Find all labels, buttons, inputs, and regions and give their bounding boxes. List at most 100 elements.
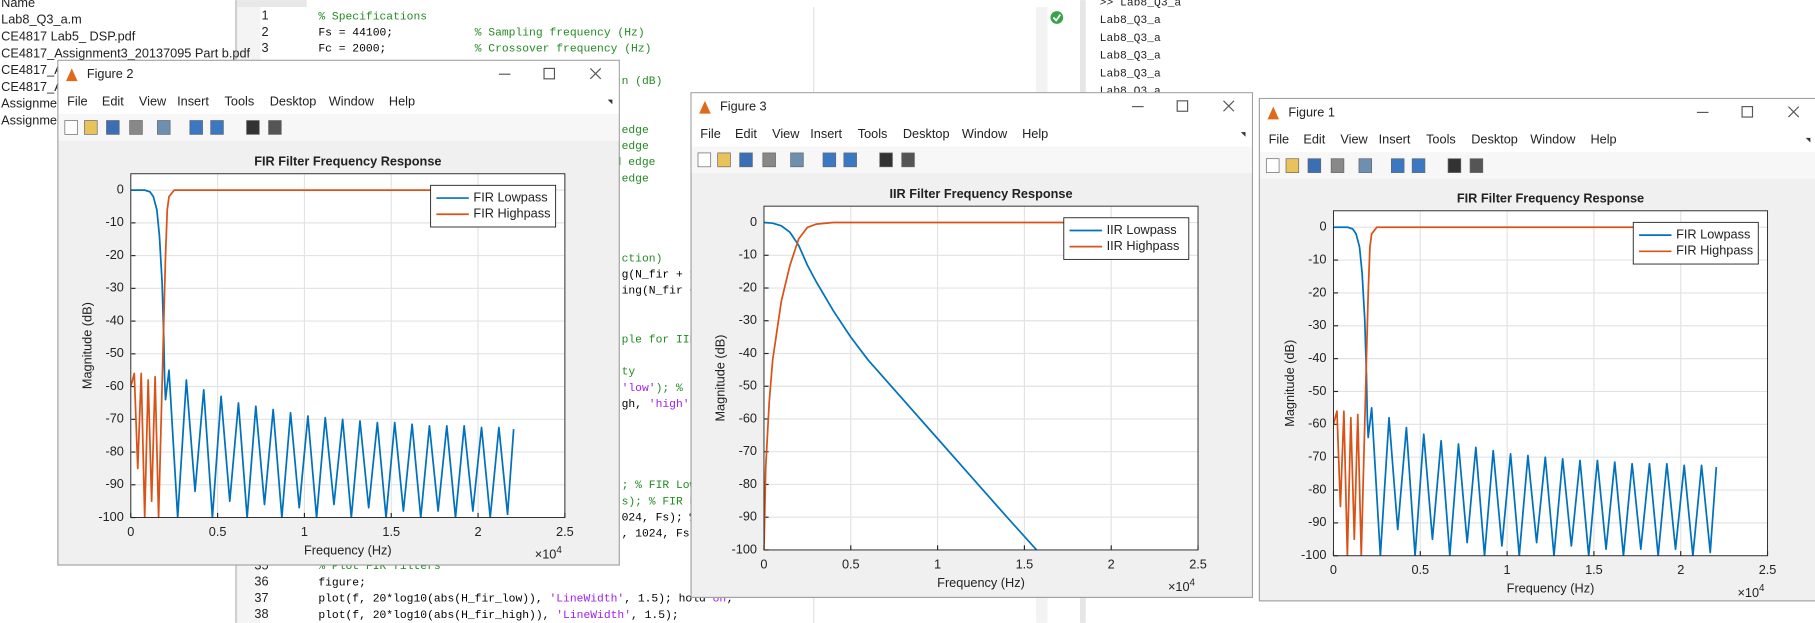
x-offset-exponent: 4 xyxy=(1190,577,1196,588)
x-tick-label: 2.5 xyxy=(556,524,574,539)
toolbar-button[interactable] xyxy=(1390,158,1405,173)
x-tick-label: 1 xyxy=(934,556,941,571)
toolbar-button[interactable] xyxy=(189,120,203,135)
code-segment: Fs = 44100; xyxy=(318,28,474,40)
toolbar-button[interactable] xyxy=(901,152,915,168)
menu-item[interactable]: Help xyxy=(389,93,415,108)
close-button[interactable] xyxy=(589,68,602,80)
plot-area xyxy=(763,206,1199,550)
code-segment: % Specifications xyxy=(318,11,427,23)
file-item[interactable]: CE4817_Ass xyxy=(1,62,75,77)
y-tick-label: -80 xyxy=(105,443,123,458)
code-ok-indicator xyxy=(1050,11,1064,24)
menu-item[interactable]: View xyxy=(139,93,167,108)
code-segment: g(N_fir + 1) xyxy=(622,269,704,281)
toolbar-button[interactable] xyxy=(717,152,731,168)
maximize-button[interactable] xyxy=(543,67,556,80)
code-fragment: g(N_fir + 1) xyxy=(622,269,704,281)
y-tick-label: -60 xyxy=(739,410,757,425)
toolbar-button[interactable] xyxy=(1411,158,1426,173)
menu-item[interactable]: Desktop xyxy=(1471,132,1518,147)
maximize-button[interactable] xyxy=(1176,100,1189,112)
menu-item[interactable]: View xyxy=(772,126,800,141)
toolbar-button[interactable] xyxy=(879,152,893,168)
menu-item[interactable]: Window xyxy=(1530,132,1576,147)
code-segment: ction) xyxy=(622,253,663,265)
command-output: Lab8_Q3_a xyxy=(1100,15,1161,27)
close-button[interactable] xyxy=(1223,100,1235,112)
toolbar-button[interactable] xyxy=(790,152,804,168)
y-tick-label: -10 xyxy=(739,247,757,262)
toolbar-button[interactable] xyxy=(1358,158,1373,173)
menu-item[interactable]: Edit xyxy=(102,93,124,108)
toolbar-button[interactable] xyxy=(739,152,753,168)
line-number: 2 xyxy=(261,24,268,39)
file-item[interactable]: CE4817_Ass xyxy=(1,79,75,94)
code-segment: plot(f, 20*log10(abs(H_fir_high)), xyxy=(318,610,556,622)
line-number: 1 xyxy=(261,8,268,23)
y-tick-label: -10 xyxy=(1308,251,1326,266)
toolbar-button[interactable] xyxy=(64,120,78,135)
figure-window: Figure 3 File Edit View Insert Tools Desktop Wi… xyxy=(690,92,1254,598)
toolbar-button[interactable] xyxy=(1330,158,1345,173)
toolbar-button[interactable] xyxy=(1265,158,1280,173)
file-item[interactable]: Assignmen xyxy=(1,112,64,127)
series-line xyxy=(1333,226,1717,556)
toolbar-button[interactable] xyxy=(106,120,120,135)
close-button[interactable] xyxy=(1787,106,1800,118)
chart-title: FIR Filter Frequency Response xyxy=(254,154,441,169)
menu-item[interactable]: Help xyxy=(1590,132,1616,147)
menu-item[interactable]: Window xyxy=(962,126,1008,141)
menu-item[interactable]: Tools xyxy=(225,93,255,108)
toolbar-button[interactable] xyxy=(843,152,857,168)
toolbar-button[interactable] xyxy=(1469,158,1484,173)
toolbar-button[interactable] xyxy=(1285,158,1300,173)
toolbar-button[interactable] xyxy=(1307,158,1322,173)
menu-bar xyxy=(58,88,619,115)
series-line xyxy=(130,189,515,518)
y-tick-label: -20 xyxy=(1308,284,1326,299)
toolbar-button[interactable] xyxy=(762,152,776,168)
x-offset-label: ×104 xyxy=(535,545,563,563)
menu-item[interactable]: Edit xyxy=(735,126,757,141)
menu-item[interactable]: Desktop xyxy=(270,93,317,108)
menu-item[interactable]: Tools xyxy=(858,126,888,141)
menu-item[interactable]: Insert xyxy=(810,126,842,141)
menu-item[interactable]: File xyxy=(700,126,721,141)
menu-item[interactable]: Insert xyxy=(1379,132,1411,147)
menu-item[interactable]: Edit xyxy=(1303,132,1325,147)
toolbar-button[interactable] xyxy=(246,120,260,135)
toolbar-button[interactable] xyxy=(157,120,171,135)
toolbar xyxy=(58,114,619,141)
matlab-icon xyxy=(699,100,711,114)
x-tick-label: 0 xyxy=(760,556,767,571)
file-item[interactable]: Lab8_Q3_a.m xyxy=(1,12,82,27)
menu-item[interactable]: View xyxy=(1340,132,1368,147)
file-item[interactable]: Name xyxy=(1,0,35,10)
toolbar-button[interactable] xyxy=(84,120,98,135)
toolbar-button[interactable] xyxy=(1447,158,1462,173)
menu-item[interactable]: Insert xyxy=(177,93,209,108)
maximize-button[interactable] xyxy=(1741,106,1754,118)
editor-tab[interactable] xyxy=(237,0,307,8)
x-offset-base: ×10 xyxy=(1168,580,1190,595)
menu-item[interactable]: Help xyxy=(1022,126,1048,141)
toolbar-button[interactable] xyxy=(210,120,224,135)
series-line xyxy=(1333,226,1718,556)
menu-item[interactable]: Window xyxy=(329,93,375,108)
toolbar-button[interactable] xyxy=(129,120,143,135)
y-tick-label: -100 xyxy=(1301,547,1326,562)
file-item[interactable]: Assignmen xyxy=(1,96,64,111)
toolbar-button[interactable] xyxy=(697,152,712,168)
menu-item[interactable]: File xyxy=(67,93,87,108)
menu-item[interactable]: File xyxy=(1269,132,1290,147)
toolbar-button[interactable] xyxy=(822,152,837,168)
code-segment: ty xyxy=(622,367,636,379)
window-title: Figure 2 xyxy=(87,66,134,81)
menu-item[interactable]: Tools xyxy=(1426,132,1456,147)
file-item[interactable]: CE4817_Assignment3_20137095 Part b.pdf xyxy=(1,45,250,60)
toolbar-button[interactable] xyxy=(268,120,282,135)
toolbar xyxy=(691,146,1252,174)
menu-item[interactable]: Desktop xyxy=(903,126,950,141)
file-item[interactable]: CE4817 Lab5_ DSP.pdf xyxy=(1,29,136,44)
